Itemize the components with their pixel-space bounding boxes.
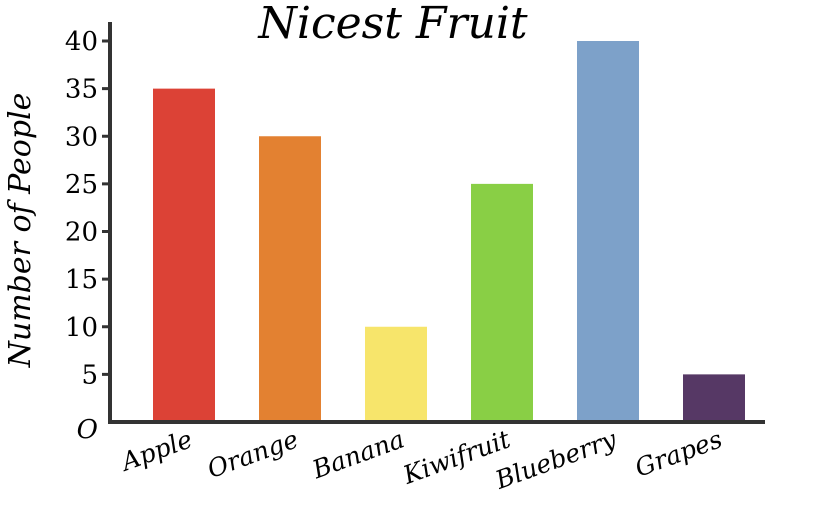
y-tick-label-0: O: [77, 415, 98, 445]
y-tick-label-25: 25: [65, 170, 98, 200]
bars-group: [153, 41, 745, 422]
x-tick-label-banana: Banana: [308, 424, 408, 484]
y-tick-label-10: 10: [65, 313, 98, 343]
bar-apple: [153, 88, 215, 422]
chart-title: Nicest Fruit: [257, 0, 527, 49]
x-tick-label-blueberry: Blueberry: [491, 424, 621, 495]
x-tick-label-apple: Apple: [116, 424, 196, 477]
y-tick-label-30: 30: [65, 122, 98, 152]
y-tick-label-35: 35: [65, 75, 98, 105]
x-tick-label-orange: Orange: [204, 424, 302, 483]
bar-kiwifruit: [471, 183, 533, 422]
y-ticks-group: O 5 10 15 20 25 30 35 40: [65, 27, 110, 445]
y-tick-label-15: 15: [65, 265, 98, 295]
y-tick-label-5: 5: [81, 360, 98, 390]
y-tick-label-40: 40: [65, 27, 98, 57]
bar-grapes: [683, 374, 745, 422]
bar-blueberry: [577, 41, 639, 422]
y-tick-label-20: 20: [65, 218, 98, 248]
bar-orange: [259, 136, 321, 422]
y-axis-label: Number of People: [3, 93, 38, 369]
x-tick-label-grapes: Grapes: [631, 424, 726, 482]
bar-banana: [365, 326, 427, 422]
